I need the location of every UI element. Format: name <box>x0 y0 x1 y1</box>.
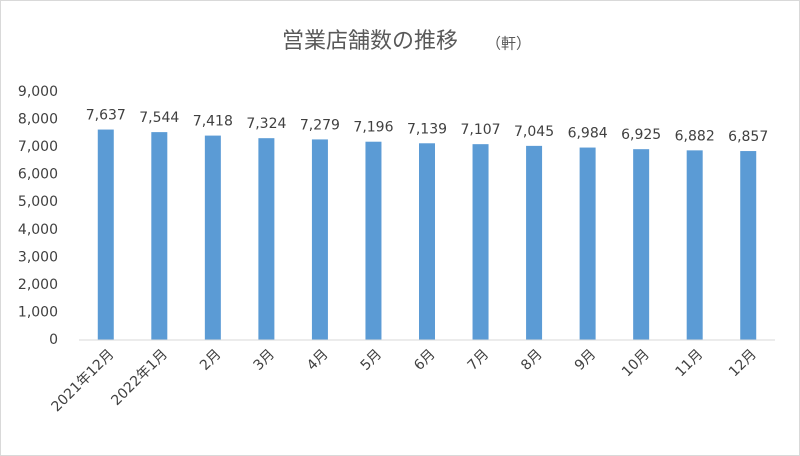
chart-unit: （軒） <box>486 35 531 53</box>
bar <box>365 141 382 340</box>
chart-title: 営業店舗数の推移 <box>282 29 458 54</box>
value-label: 6,857 <box>728 129 768 145</box>
y-tick-label: 0 <box>49 332 58 348</box>
y-tick-label: 8,000 <box>18 112 58 128</box>
value-label: 6,925 <box>621 127 661 143</box>
value-label: 7,324 <box>246 116 286 132</box>
y-tick-label: 2,000 <box>18 277 58 293</box>
bar <box>740 151 757 340</box>
value-label: 7,139 <box>407 121 447 137</box>
bar <box>258 138 275 340</box>
bar <box>97 129 114 340</box>
value-label: 7,196 <box>353 120 393 136</box>
y-tick-label: 1,000 <box>18 304 58 320</box>
value-label: 7,279 <box>300 117 340 133</box>
bar <box>686 150 703 340</box>
bar <box>151 132 168 340</box>
value-label: 7,045 <box>514 124 554 140</box>
value-label: 7,418 <box>193 114 233 130</box>
y-tick-label: 5,000 <box>18 194 58 210</box>
y-tick-label: 4,000 <box>18 222 58 238</box>
bar <box>311 139 328 340</box>
value-label: 6,984 <box>568 126 608 142</box>
y-tick-label: 6,000 <box>18 167 58 183</box>
bar <box>472 144 489 340</box>
value-label: 7,107 <box>460 122 500 138</box>
bar <box>579 147 596 340</box>
value-label: 7,544 <box>139 110 179 126</box>
value-label: 6,882 <box>675 128 715 144</box>
value-label: 7,637 <box>86 108 126 124</box>
bar <box>633 149 650 340</box>
y-tick-label: 3,000 <box>18 249 58 265</box>
y-tick-label: 7,000 <box>18 139 58 155</box>
bar <box>204 135 221 340</box>
y-tick-label: 9,000 <box>18 84 58 100</box>
bar <box>419 143 435 340</box>
bar <box>526 145 543 340</box>
